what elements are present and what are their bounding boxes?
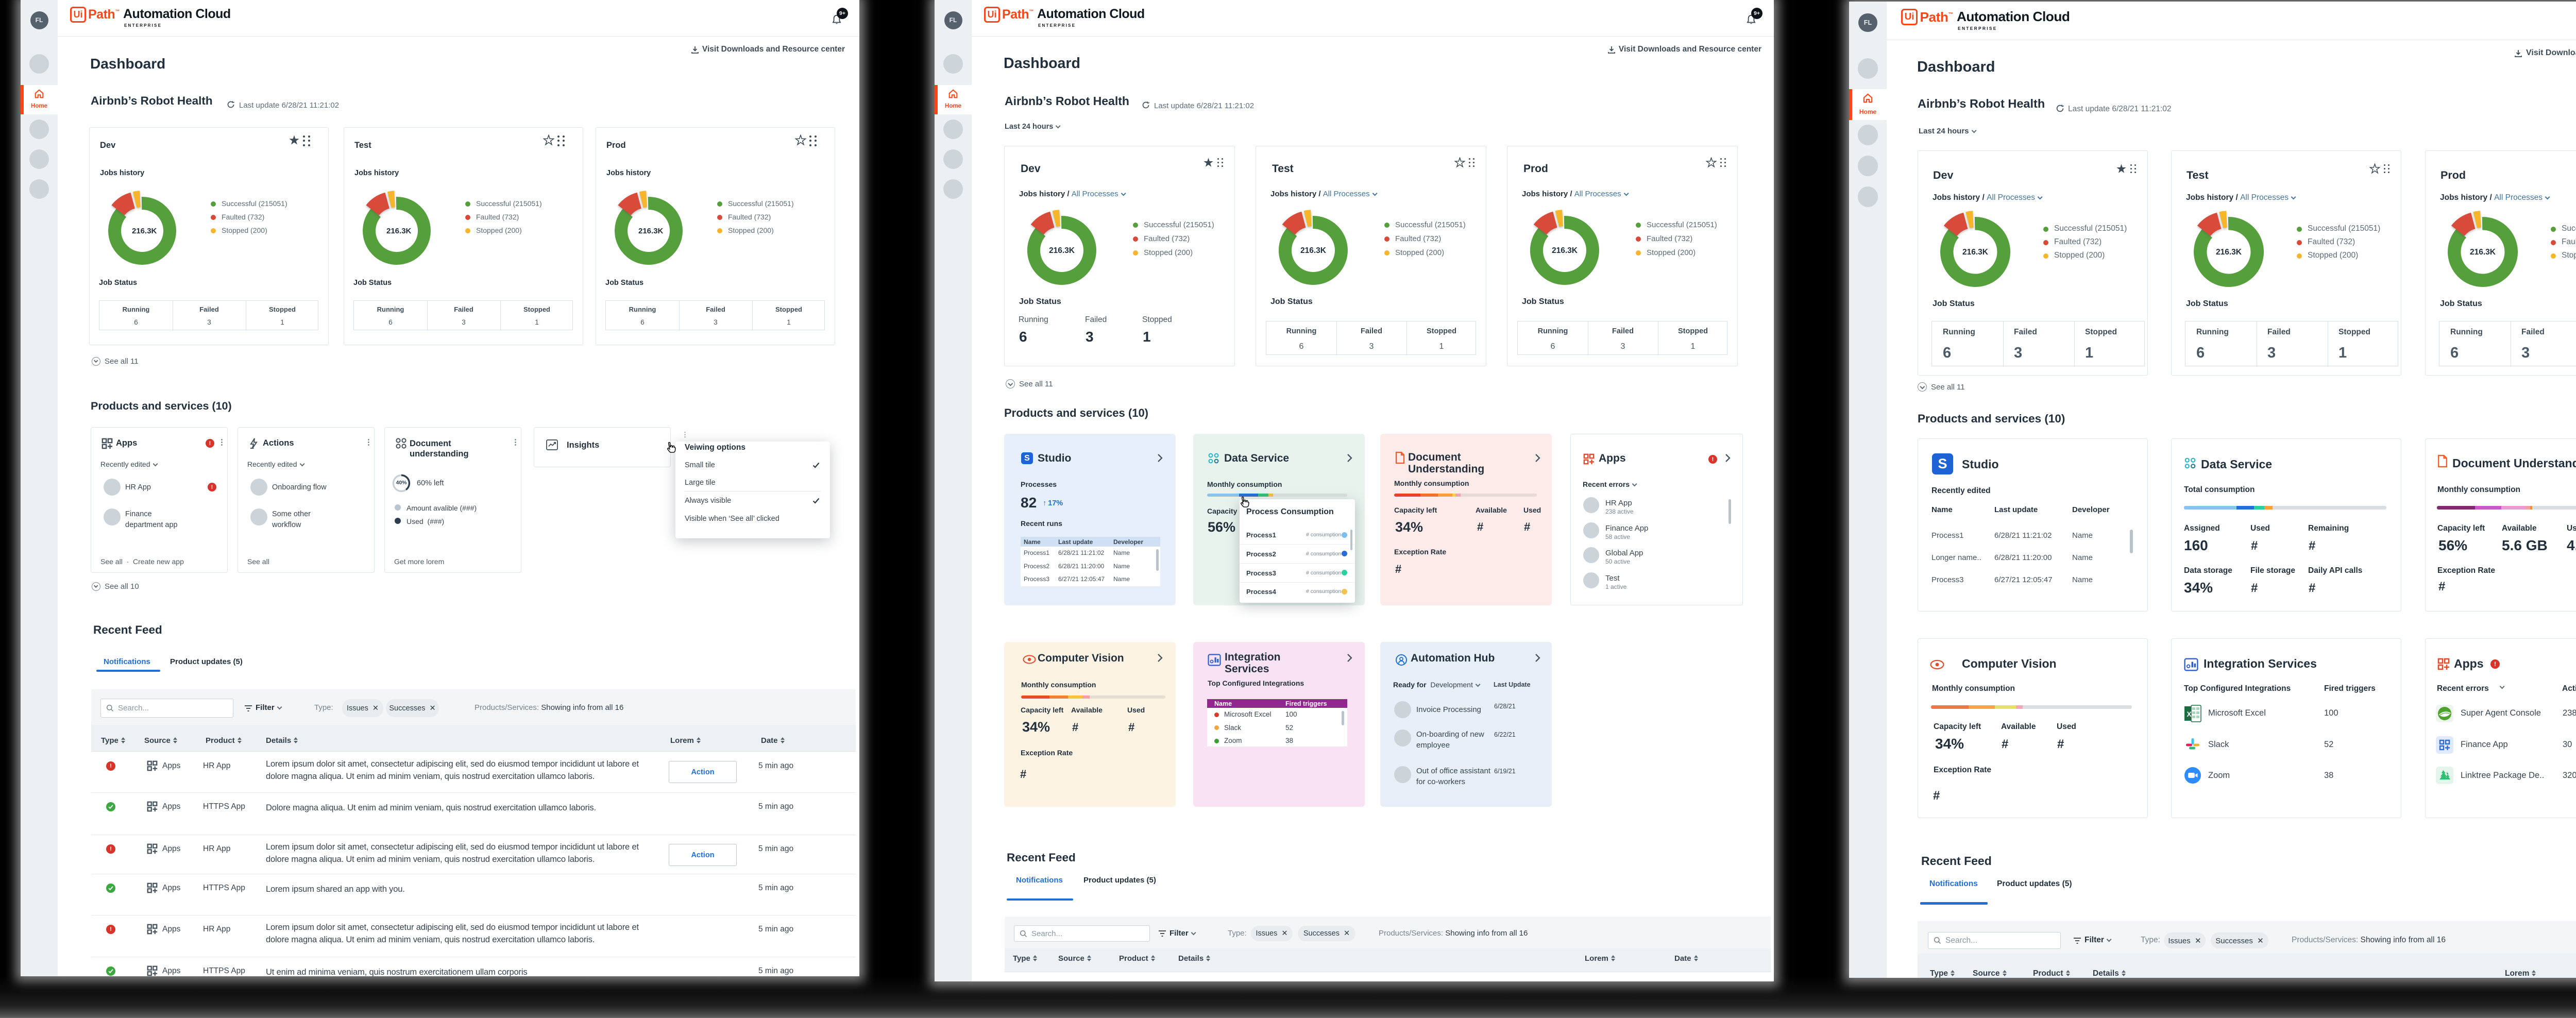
svg-text:X: X	[2187, 710, 2192, 718]
